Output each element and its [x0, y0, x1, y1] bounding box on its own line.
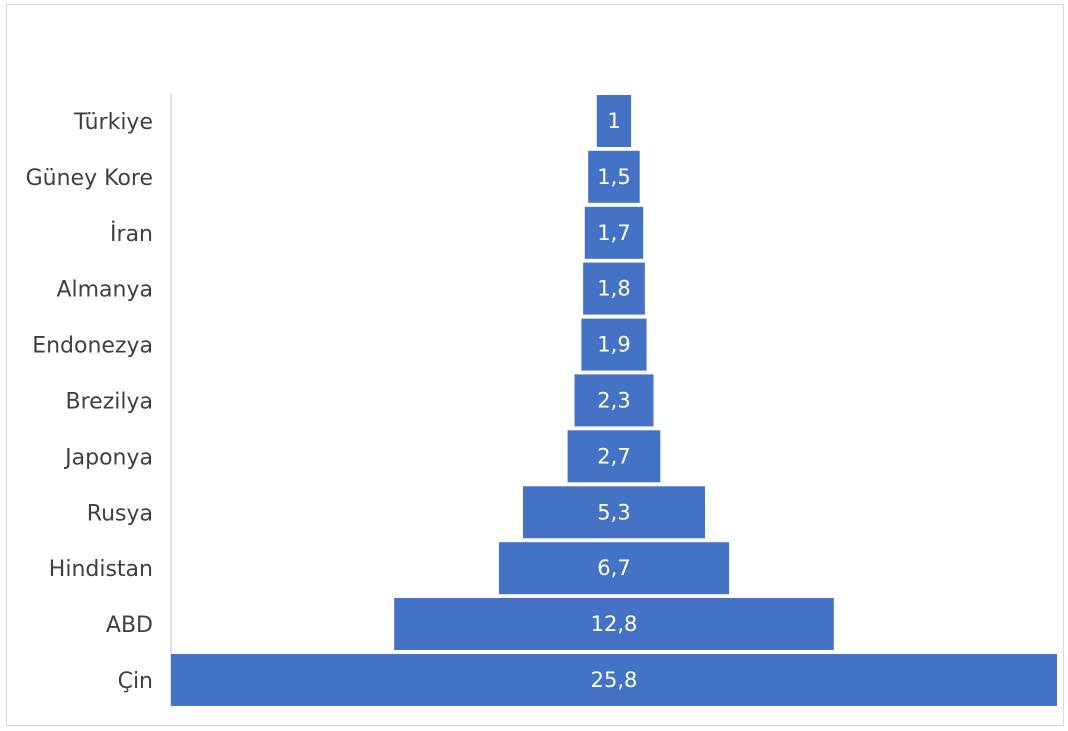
value-label-2: 1,7	[597, 221, 630, 245]
funnel-chart: 1 1,5 1,7 1,8 1,9 2,3 2,7 5,3 6,7 12,8 25,8 Türkiy…	[26, 93, 1057, 707]
bar-5	[574, 374, 654, 427]
category-label-3: Almanya	[56, 278, 153, 303]
category-label-10: Çin	[118, 669, 153, 694]
category-label-7: Rusya	[87, 501, 153, 526]
value-label-8: 6,7	[597, 556, 630, 580]
value-label-0: 1	[607, 109, 620, 133]
value-label-3: 1,8	[597, 277, 630, 301]
value-label-6: 2,7	[597, 444, 630, 468]
value-label-1: 1,5	[597, 165, 630, 189]
bar-1	[588, 150, 640, 203]
value-label-7: 5,3	[597, 500, 630, 524]
category-label-9: ABD	[106, 613, 153, 638]
bar-4	[581, 318, 647, 371]
value-label-4: 1,9	[597, 333, 630, 357]
bar-3	[583, 262, 645, 315]
category-labels: Türkiye Güney Kore İran Almanya Endonezya Bre…	[26, 110, 153, 694]
bar-9	[394, 598, 834, 650]
category-label-2: İran	[110, 221, 153, 247]
bar-2	[584, 206, 644, 259]
value-label-9: 12,8	[591, 612, 638, 636]
bar-0	[596, 95, 632, 147]
bar-10	[171, 654, 1057, 706]
category-label-8: Hindistan	[49, 557, 153, 582]
bars-layer: 1 1,5 1,7 1,8 1,9 2,3 2,7 5,3 6,7 12,8 25,8	[171, 95, 1057, 706]
category-label-1: Güney Kore	[26, 166, 153, 191]
bar-8	[499, 542, 730, 595]
chart-frame: 1 1,5 1,7 1,8 1,9 2,3 2,7 5,3 6,7 12,8 25,8 Türkiy…	[6, 4, 1064, 726]
category-label-0: Türkiye	[73, 110, 153, 135]
bar-6	[567, 430, 661, 483]
bar-7	[523, 486, 705, 539]
value-label-5: 2,3	[597, 388, 630, 412]
category-label-5: Brezilya	[66, 389, 153, 414]
value-label-10: 25,8	[591, 668, 638, 692]
category-label-6: Japonya	[63, 445, 153, 470]
category-label-4: Endonezya	[32, 334, 153, 359]
